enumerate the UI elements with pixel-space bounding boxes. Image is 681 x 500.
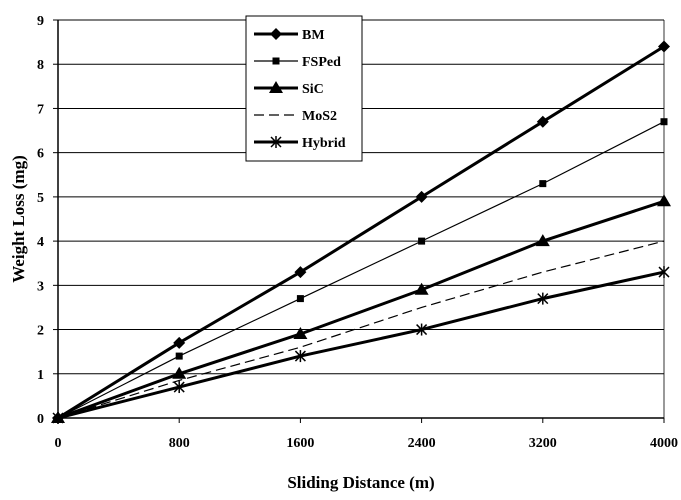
data-point-bm xyxy=(173,336,186,349)
x-tick-label: 3200 xyxy=(529,436,557,451)
x-tick-label: 800 xyxy=(169,436,190,451)
legend-marker xyxy=(270,28,282,40)
legend-item-hybrid: Hybrid xyxy=(254,136,346,151)
y-tick-label: 6 xyxy=(37,147,44,162)
series-line-mos2 xyxy=(57,240,665,419)
y-tick-label: 4 xyxy=(37,235,44,250)
x-tick-label: 2400 xyxy=(408,436,436,451)
data-point-fsped xyxy=(539,180,547,188)
series-line-hybrid xyxy=(57,270,665,420)
x-tick-label: 4000 xyxy=(650,436,678,451)
series-line-sic xyxy=(57,199,665,420)
legend-marker xyxy=(270,136,282,148)
y-tick-label: 8 xyxy=(37,58,44,73)
series-line-fsped xyxy=(57,121,665,419)
data-point-bm xyxy=(415,190,428,203)
y-tick-label: 3 xyxy=(37,279,44,294)
legend-item-mos2: MoS2 xyxy=(254,109,337,124)
data-point-fsped xyxy=(175,352,183,360)
x-axis-title: Sliding Distance (m) xyxy=(287,473,434,492)
data-point-sic xyxy=(172,366,187,379)
data-point-hybrid xyxy=(52,412,64,424)
data-point-bm xyxy=(536,115,549,128)
series-lines xyxy=(57,45,665,420)
data-point-hybrid xyxy=(658,266,670,279)
y-axis-title: Weight Loss (mg) xyxy=(9,155,28,283)
y-tick-label: 1 xyxy=(37,368,44,383)
data-point-bm xyxy=(294,266,307,279)
data-point-sic xyxy=(293,326,308,339)
legend-item-bm: BM xyxy=(254,28,325,43)
legend-label: BM xyxy=(302,28,325,43)
data-point-hybrid xyxy=(294,350,306,363)
legend-label: MoS2 xyxy=(302,109,337,124)
legend-item-sic: SiC xyxy=(254,81,324,97)
legend-label: SiC xyxy=(302,82,324,97)
y-tick-label: 2 xyxy=(37,324,44,339)
data-point-sic xyxy=(414,282,429,295)
series-markers xyxy=(51,40,671,424)
x-tick-label: 0 xyxy=(55,436,62,451)
y-tick-label: 0 xyxy=(37,412,44,427)
y-tick-label: 5 xyxy=(37,191,44,206)
legend-item-fsped: FSPed xyxy=(254,55,341,70)
legend: BM FSPed SiC MoS2 Hybrid xyxy=(245,15,363,162)
y-tick-label: 9 xyxy=(37,14,44,29)
y-tick-label: 7 xyxy=(37,102,44,117)
data-point-hybrid xyxy=(537,292,549,305)
data-point-hybrid xyxy=(416,323,428,336)
x-tick-label: 1600 xyxy=(286,436,314,451)
data-point-fsped xyxy=(660,118,668,126)
legend-label: Hybrid xyxy=(302,136,346,151)
data-point-hybrid xyxy=(173,381,185,394)
data-point-sic xyxy=(535,234,550,247)
data-point-bm xyxy=(658,40,670,53)
series-line-bm xyxy=(57,45,665,420)
data-point-fsped xyxy=(296,295,304,303)
axes xyxy=(57,20,664,419)
data-point-fsped xyxy=(418,237,426,245)
legend-marker xyxy=(272,57,280,65)
data-point-sic xyxy=(657,194,671,207)
legend-marker xyxy=(269,81,283,93)
legend-label: FSPed xyxy=(302,55,341,70)
